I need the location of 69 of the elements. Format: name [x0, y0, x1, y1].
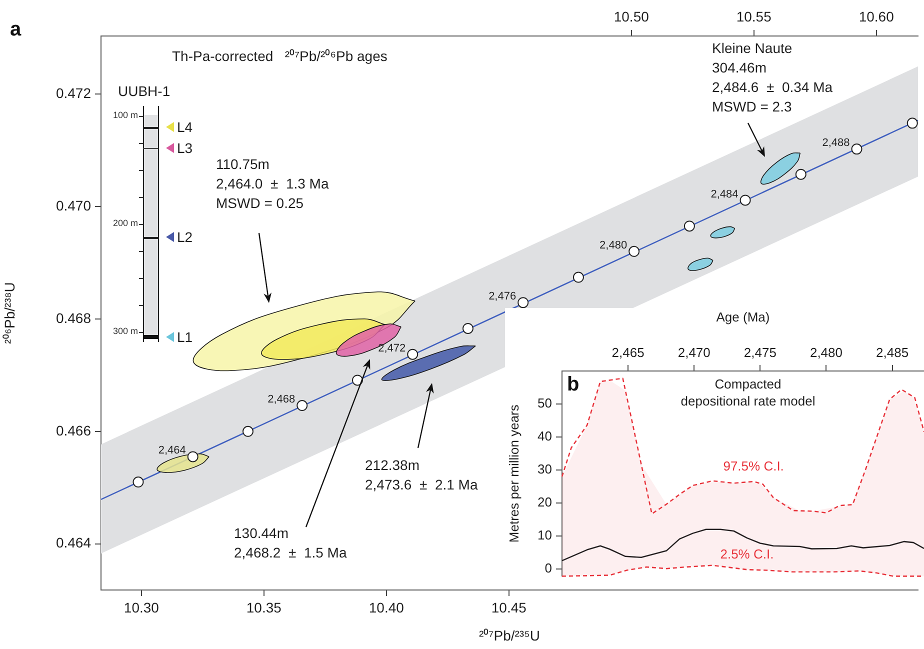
- annotation: 2,472: [378, 342, 406, 354]
- annotation: 2,476: [488, 290, 516, 303]
- y-axis-title: ²⁰⁶Pb/²³⁸U: [1, 282, 18, 344]
- text: Compacted depositional rate model: [680, 376, 816, 409]
- x-tick-label: 2,485: [876, 344, 909, 360]
- annotation: Kleine Naute 304.46m 2,484.6 ± 0.34 Ma MSWD = 2.3: [712, 40, 833, 114]
- annotation: 200 m: [112, 218, 138, 228]
- point: [795, 168, 806, 180]
- annotation: 212.38m 2,473.6 ± 2.1 Ma: [365, 456, 478, 492]
- y-tick-label: 0.468: [56, 310, 92, 326]
- annotation: L3: [177, 140, 193, 156]
- point: [851, 144, 862, 155]
- y-axis-title: Metres per million years: [506, 404, 522, 543]
- point: [462, 322, 474, 334]
- y-tick-label: 0.470: [56, 197, 92, 214]
- x-axis-title: Age (Ma): [716, 309, 770, 324]
- point: [132, 476, 144, 488]
- point: [684, 220, 695, 232]
- annotation: 130.44m 2,468.2 ± 1.5 Ma: [234, 524, 347, 560]
- x-tick-label: 10.35: [246, 599, 282, 616]
- annotation: 2,484: [710, 188, 738, 200]
- x2-tick-label: 10.50: [614, 8, 650, 24]
- point: [518, 297, 529, 308]
- x-tick-label: 2,475: [744, 344, 776, 360]
- annotation: L1: [177, 329, 193, 345]
- point: [187, 451, 198, 462]
- annotation: 100 m: [112, 110, 138, 120]
- annotation: 110.75m 2,464.0 ± 1.3 Ma MSWD = 0.25: [216, 156, 329, 211]
- annotation: 2,464: [158, 444, 186, 457]
- y-tick-label: 30: [538, 462, 552, 477]
- x-tick-label: 10.40: [368, 599, 404, 616]
- y-tick-label: 40: [538, 428, 552, 444]
- y-tick-label: 20: [538, 494, 552, 510]
- annotation: 300 m: [112, 326, 138, 336]
- point: [572, 272, 584, 283]
- y-tick-label: 10: [538, 528, 552, 543]
- x-tick-label: 2,470: [678, 344, 710, 360]
- annotation: 2,468: [268, 394, 296, 406]
- point: [242, 426, 254, 437]
- point: [352, 374, 363, 386]
- annotation: b: [567, 374, 580, 396]
- x-tick-label: 10.30: [124, 599, 160, 616]
- line-series: [561, 564, 924, 577]
- text: a: [10, 18, 22, 41]
- point: [407, 348, 418, 360]
- annotation: L4: [177, 119, 193, 135]
- annotation: Th-Pa-corrected ²⁰⁷Pb/²⁰⁶Pb ages: [172, 48, 388, 64]
- point: [628, 246, 640, 257]
- x2-tick-label: 10.55: [736, 8, 772, 24]
- x-axis-title: ²⁰⁷Pb/²³⁵U: [479, 627, 540, 644]
- y-tick-label: 0.464: [56, 534, 92, 551]
- annotation: L2: [177, 229, 193, 245]
- x-tick-label: 2,465: [612, 344, 644, 360]
- x2-tick-label: 10.60: [858, 8, 894, 24]
- x-tick-label: 2,480: [810, 344, 843, 360]
- point: [296, 400, 308, 412]
- series-label: 2.5% C.I.: [720, 546, 774, 562]
- y-tick-label: 0.466: [56, 422, 92, 438]
- y-tick-label: 0: [544, 560, 552, 576]
- annotation: 2,480: [600, 239, 628, 252]
- y-tick-label: 0.472: [56, 84, 92, 101]
- annotation: UUBH-1: [118, 83, 170, 99]
- line-series: [561, 378, 924, 514]
- x-tick-label: 10.45: [491, 599, 527, 616]
- point: [906, 118, 918, 129]
- y-tick-label: 50: [538, 396, 552, 411]
- point: [740, 194, 751, 206]
- annotation: 2,488: [822, 137, 850, 150]
- series-label: 97.5% C.I.: [723, 458, 784, 474]
